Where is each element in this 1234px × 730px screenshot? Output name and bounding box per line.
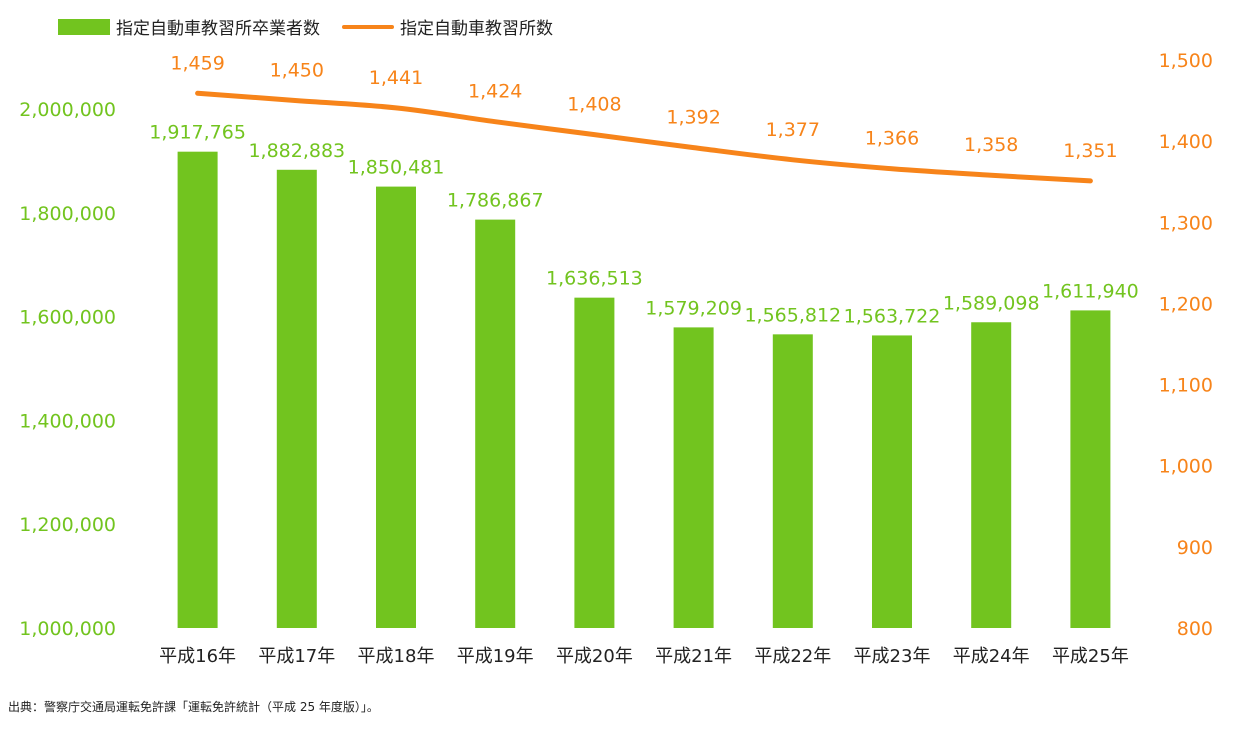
- x-axis-tick-label: 平成19年: [457, 646, 534, 667]
- source-note: 出典：警察庁交通局運転免許課「運転免許統計（平成 25 年度版）」。: [8, 700, 379, 714]
- x-axis-tick-label: 平成23年: [854, 646, 931, 667]
- x-axis-tick-label: 平成25年: [1052, 646, 1129, 667]
- line-value-label: 1,424: [468, 81, 522, 103]
- line-series-path: [195, 90, 1093, 184]
- bar-value-label: 1,579,209: [645, 297, 742, 319]
- line-value-label: 1,408: [567, 94, 621, 116]
- legend-line-swatch: [342, 24, 394, 29]
- bar-3: [376, 186, 416, 629]
- bar-value-label: 1,850,481: [348, 157, 445, 179]
- legend-bar-swatch: [58, 18, 110, 35]
- right-axis-tick-label: 1,000: [1159, 456, 1213, 478]
- line-value-label: 1,392: [666, 107, 720, 129]
- bar-value-label: 1,589,098: [943, 292, 1040, 314]
- x-axis-tick-label: 平成16年: [159, 646, 236, 667]
- bar-value-label: 1,917,765: [149, 122, 246, 144]
- bar-6: [673, 327, 714, 628]
- chart-legend: 指定自動車教習所卒業者数 指定自動車教習所数: [58, 14, 575, 39]
- bar-8: [872, 335, 912, 628]
- right-axis-tick-label: 1,100: [1159, 375, 1213, 397]
- combo-chart: 1,000,000 1,200,000 1,400,000 1,600,000 1,80…: [19, 50, 1213, 667]
- legend-item-line: 指定自動車教習所数: [342, 14, 553, 39]
- bar-value-label: 1,563,722: [844, 305, 941, 327]
- left-axis-tick-label: 2,000,000: [19, 99, 116, 121]
- x-axis-tick-label: 平成17年: [258, 646, 335, 667]
- x-axis-tick-label: 平成24年: [953, 646, 1030, 667]
- right-axis-tick-label: 900: [1177, 537, 1213, 559]
- line-value-label: 1,366: [865, 128, 919, 150]
- left-axis-tick-label: 1,400,000: [19, 410, 116, 432]
- bar-7: [772, 334, 813, 628]
- right-axis-tick-label: 1,500: [1159, 50, 1213, 72]
- legend-item-bar: 指定自動車教習所卒業者数: [58, 14, 320, 39]
- right-axis-tick-label: 800: [1177, 618, 1213, 640]
- bar-value-label: 1,636,513: [546, 268, 643, 290]
- legend-bar-label: 指定自動車教習所卒業者数: [116, 19, 320, 39]
- left-axis-tick-label: 1,800,000: [19, 203, 116, 225]
- bar-value-label: 1,786,867: [447, 190, 544, 212]
- line-value-label: 1,377: [766, 119, 820, 141]
- legend-line-label: 指定自動車教習所数: [400, 19, 553, 39]
- right-axis-tick-label: 1,300: [1159, 212, 1213, 234]
- bar-1: [177, 151, 218, 628]
- bar-5: [574, 297, 615, 628]
- bar-9: [971, 322, 1012, 628]
- line-value-label: 1,358: [964, 134, 1018, 156]
- left-axis-tick-label: 1,000,000: [19, 618, 116, 640]
- line-value-label: 1,459: [170, 52, 224, 74]
- right-axis-tick-label: 1,200: [1159, 293, 1213, 315]
- line-value-label: 1,351: [1063, 140, 1117, 162]
- x-axis-tick-label: 平成21年: [655, 646, 732, 667]
- x-axis-tick-label: 平成20年: [556, 646, 633, 667]
- bar-value-label: 1,882,883: [248, 140, 345, 162]
- bar-value-label: 1,611,940: [1042, 280, 1139, 302]
- bar-value-label: 1,565,812: [744, 304, 841, 326]
- right-axis-tick-label: 1,400: [1159, 131, 1213, 153]
- left-axis-tick-label: 1,200,000: [19, 514, 116, 536]
- x-axis-tick-label: 平成22年: [754, 646, 831, 667]
- bar-10: [1070, 310, 1111, 628]
- line-value-label: 1,441: [369, 67, 423, 89]
- bar-2: [276, 169, 317, 628]
- x-axis-tick-label: 平成18年: [358, 646, 435, 667]
- left-axis-tick-label: 1,600,000: [19, 307, 116, 329]
- line-value-label: 1,450: [270, 60, 324, 82]
- bar-4: [475, 219, 516, 628]
